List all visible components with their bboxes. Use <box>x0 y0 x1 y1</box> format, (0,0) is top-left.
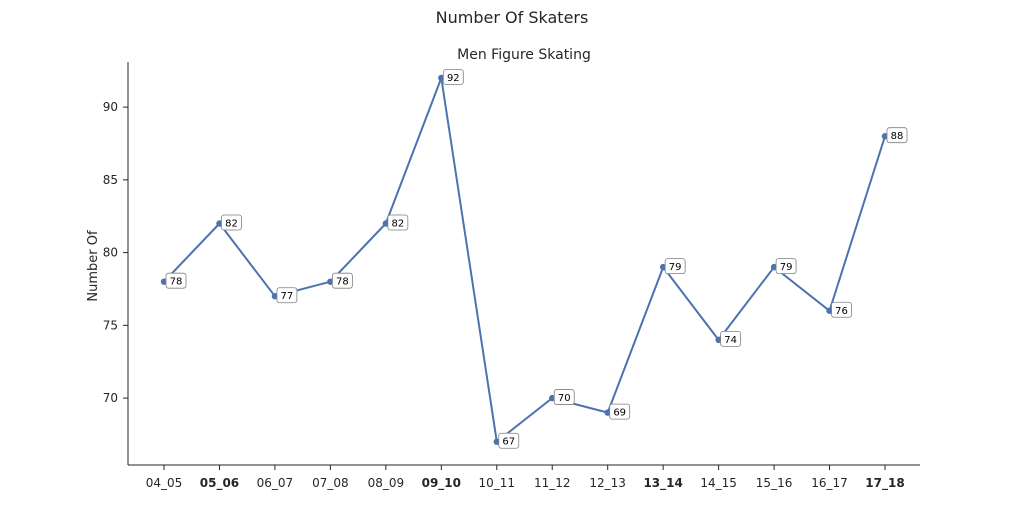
data-label: 77 <box>276 287 298 304</box>
data-point <box>493 438 500 445</box>
x-tick-label: 12_13 <box>589 476 626 490</box>
x-tick-label: 07_08 <box>312 476 349 490</box>
data-label-text: 79 <box>669 262 682 273</box>
data-label-box <box>775 258 797 275</box>
data-label-text: 67 <box>502 437 515 448</box>
data-label-box <box>553 389 575 405</box>
data-label-text: 92 <box>447 73 460 84</box>
data-point <box>271 293 279 300</box>
chart-title: Men Figure Skating <box>457 47 591 63</box>
data-label: 82 <box>387 214 409 231</box>
x-tick-label: 05_06 <box>200 476 239 491</box>
data-label-box <box>831 301 852 318</box>
y-tick-label: 80 <box>103 246 118 260</box>
data-label: 79 <box>775 258 797 275</box>
data-label-text: 70 <box>558 393 571 404</box>
data-label-box <box>165 272 187 289</box>
x-tick-label: 11_12 <box>534 476 571 490</box>
data-label-box <box>609 403 631 420</box>
x-tick-label: 08_09 <box>368 476 405 490</box>
y-tick-label: 85 <box>103 173 118 187</box>
y-tick-label: 90 <box>103 100 118 114</box>
data-label-box <box>886 127 908 144</box>
data-label: 76 <box>831 301 852 318</box>
x-axis-ticks: 04_05 05_06 06_07 07_08 08_09 09_10 10_11 11_12… <box>146 465 905 491</box>
data-label: 92 <box>442 69 464 85</box>
data-label-text: 74 <box>724 335 737 346</box>
data-label-text: 76 <box>835 306 848 317</box>
x-tick-label: 17_18 <box>865 476 904 491</box>
data-label-text: 77 <box>281 291 294 302</box>
data-label-text: 88 <box>891 131 904 142</box>
data-label: 78 <box>331 272 353 289</box>
data-label-text: 79 <box>780 262 793 273</box>
data-point <box>382 220 390 227</box>
x-tick-label: 09_10 <box>422 476 461 491</box>
data-labels: 78 82 77 78 82 92 67 70 69 79 74 79 76 88 <box>165 69 908 449</box>
data-label-box <box>720 330 742 347</box>
y-tick-label: 75 <box>103 318 118 332</box>
data-point <box>438 74 445 82</box>
x-tick-label: 13_14 <box>643 476 682 491</box>
data-label-box <box>664 258 686 275</box>
x-tick-label: 04_05 <box>146 476 183 490</box>
data-label-box <box>221 214 242 231</box>
data-label: 74 <box>720 330 742 347</box>
data-label-text: 78 <box>170 277 183 288</box>
x-tick-label: 10_11 <box>478 476 515 490</box>
data-label-box <box>442 69 464 85</box>
data-label: 79 <box>664 258 686 275</box>
data-point <box>327 278 334 285</box>
data-label: 82 <box>221 214 242 231</box>
x-tick-label: 15_16 <box>756 476 793 490</box>
data-label: 78 <box>165 272 187 289</box>
x-tick-label: 16_17 <box>811 476 848 490</box>
y-tick-label: 70 <box>103 391 118 405</box>
data-label-text: 82 <box>391 218 404 229</box>
data-label: 67 <box>498 432 520 449</box>
y-axis-label: Number Of <box>86 230 101 302</box>
data-point <box>216 220 223 227</box>
data-label-box <box>276 287 298 304</box>
data-label-text: 69 <box>613 408 626 419</box>
figure-title: Number Of Skaters <box>436 8 589 27</box>
data-label: 88 <box>886 127 908 144</box>
x-tick-label: 14_15 <box>700 476 737 490</box>
y-axis-ticks: 70 75 80 85 90 <box>103 100 128 405</box>
data-label-box <box>387 214 409 231</box>
data-label-text: 78 <box>336 277 349 288</box>
data-label-box <box>331 272 353 289</box>
data-label-box <box>498 432 520 449</box>
data-label: 70 <box>553 389 575 405</box>
x-tick-label: 06_07 <box>257 476 294 490</box>
data-label: 69 <box>609 403 631 420</box>
data-label-text: 82 <box>225 218 238 229</box>
